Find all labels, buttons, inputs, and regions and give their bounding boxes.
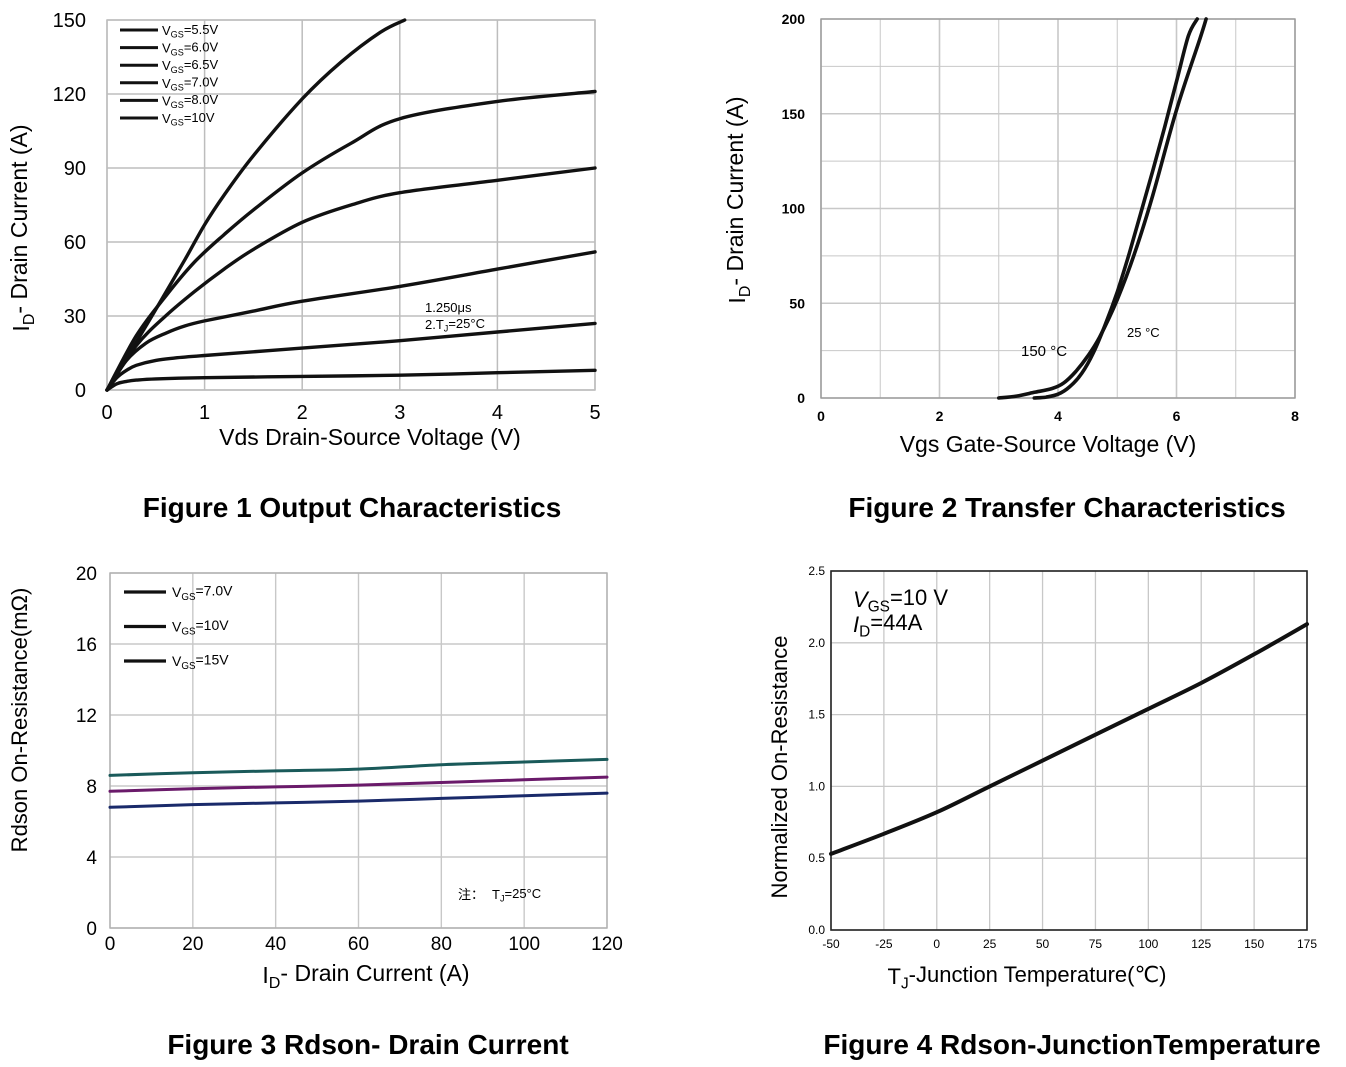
fig2-ytick-label: 50	[789, 295, 805, 311]
fig2-xtick-label: 8	[1291, 408, 1299, 424]
fig1-xtick-label: 4	[492, 402, 503, 424]
fig4-ytick-label: 1.5	[808, 708, 825, 722]
fig2-xtick-label: 4	[1054, 408, 1062, 424]
fig3-xtick-label: 120	[591, 934, 623, 955]
fig2-ytick-label: 0	[797, 390, 805, 406]
fig1-ytick-label: 60	[64, 232, 86, 254]
fig3-legend-label: VGS=7.0V	[172, 583, 233, 603]
fig1-legend-label: VGS=8.0V	[162, 92, 218, 110]
fig4-xtick-label: 25	[983, 937, 997, 951]
fig4-ytick-label: 1.0	[808, 779, 825, 793]
fig3-xtick-label: 60	[348, 934, 369, 955]
fig1-xtick-label: 0	[101, 402, 112, 424]
series-line-2	[105, 321, 597, 392]
fig1-chart: 0 1 2 3 4 5 0 30 60 90 120 150 Vds Drain-Source Volt…	[6, 10, 601, 450]
series-line-1	[108, 791, 609, 809]
fig4-xtick-label: 50	[1036, 937, 1050, 951]
fig3-caption: Figure 3 Rdson- Drain Current	[167, 1029, 569, 1060]
fig3-xtick-label: 100	[508, 934, 540, 955]
fig3-annotation-temp: TJ=25°C	[492, 886, 541, 904]
fig3-xlabel: ID- Drain Current (A)	[262, 960, 469, 992]
series-line-6	[105, 18, 407, 392]
fig2-ytick-label: 100	[782, 201, 806, 217]
fig1-caption: Figure 1 Output Characteristics	[142, 492, 562, 523]
fig4-xtick-label: -50	[822, 937, 840, 951]
fig2-xtick-label: 0	[817, 408, 825, 424]
fig1-ytick-label: 150	[53, 10, 86, 32]
fig3-ytick-label: 20	[76, 564, 97, 585]
fig1-xtick-label: 1	[199, 402, 210, 424]
fig1-legend-label: VGS=7.0V	[162, 75, 218, 93]
fig3-ytick-label: 8	[86, 777, 97, 798]
fig3-frame	[109, 572, 608, 929]
fig1-xtick-label: 2	[297, 402, 308, 424]
fig4-chart: -50 -25 0 25 50 75 100 125 150 175 0.0 0.5 1.0 1.5 2.0…	[767, 564, 1317, 993]
fig3-chart: 0 20 40 60 80 100 120 0 4 8 12 16 20 ID- Drain Curren…	[7, 564, 623, 992]
fig4-ylabel: Normalized On-Resistance	[767, 636, 792, 899]
fig4-xlabel: TJ-Junction Temperature(℃)	[887, 962, 1166, 993]
fig2-ylabel: ID- Drain Current (A)	[722, 96, 754, 303]
fig3-legend-label: VGS=10V	[172, 617, 229, 637]
fig2-label-150c: 150 °C	[1021, 343, 1067, 360]
fig1-legend-label: VGS=6.0V	[162, 39, 218, 57]
fig1-legend-label: VGS=5.5V	[162, 22, 218, 40]
fig3-xtick-label: 0	[105, 934, 116, 955]
fig1-annotation-pulse: 1.250μs	[425, 300, 472, 315]
fig3-ytick-label: 16	[76, 635, 97, 656]
fig2-xtick-label: 2	[936, 408, 944, 424]
fig2-frame	[820, 18, 1296, 399]
fig1-legend-label: VGS=6.5V	[162, 57, 218, 75]
series-line-3	[105, 250, 597, 392]
fig2-chart: 0 2 4 6 8 0 50 100 150 200 Vgs Gate-Source Voltage…	[722, 11, 1299, 457]
fig4-annotation-vgs: VGS=10 V	[853, 585, 948, 616]
fig3-xtick-label: 20	[182, 934, 203, 955]
fig1-ytick-label: 120	[53, 84, 86, 106]
fig4-caption: Figure 4 Rdson-JunctionTemperature	[823, 1029, 1321, 1060]
fig1-legend-label: VGS=10V	[162, 110, 215, 128]
fig4-xtick-label: 150	[1244, 937, 1264, 951]
fig3-legend-label: VGS=15V	[172, 652, 229, 672]
series-line-3	[108, 757, 609, 777]
fig3-annotation-prefix: 注：	[458, 887, 484, 902]
fig4-frame	[830, 570, 1308, 931]
fig4-ytick-label: 2.5	[808, 564, 825, 578]
fig4-xtick-label: 100	[1138, 937, 1158, 951]
fig4-xtick-label: 175	[1297, 937, 1317, 951]
fig2-ytick-label: 200	[782, 11, 806, 27]
fig4-annotation-id: ID=44A	[853, 610, 923, 641]
fig1-annotation-temp: 2.TJ=25°C	[425, 316, 485, 334]
fig1-ytick-label: 0	[75, 380, 86, 402]
fig3-ytick-label: 12	[76, 706, 97, 727]
fig3-ytick-label: 0	[86, 919, 97, 940]
fig4-ytick-label: 0.5	[808, 851, 825, 865]
fig2-xlabel: Vgs Gate-Source Voltage (V)	[900, 431, 1197, 457]
fig1-ylabel: ID- Drain Current (A)	[6, 124, 38, 331]
fig2-ytick-label: 150	[782, 106, 806, 122]
fig1-ytick-label: 90	[64, 158, 86, 180]
fig3-xtick-label: 40	[265, 934, 286, 955]
fig1-frame	[106, 19, 596, 391]
fig4-xtick-label: 0	[933, 937, 940, 951]
fig4-ytick-label: 2.0	[808, 636, 825, 650]
fig3-ylabel: Rdson On-Resistance(mΩ)	[7, 588, 32, 853]
fig4-xtick-label: -25	[875, 937, 893, 951]
fig4-xtick-label: 75	[1089, 937, 1103, 951]
series-line-1	[829, 622, 1309, 856]
fig2-xtick-label: 6	[1173, 408, 1181, 424]
fig4-xtick-label: 125	[1191, 937, 1211, 951]
fig2-caption: Figure 2 Transfer Characteristics	[848, 492, 1286, 523]
series-line-2	[108, 775, 609, 793]
fig1-xlabel: Vds Drain-Source Voltage (V)	[219, 424, 521, 450]
series-line-2	[1032, 17, 1199, 400]
series-line-1	[105, 368, 597, 392]
fig3-xtick-label: 80	[431, 934, 452, 955]
fig1-xtick-label: 5	[589, 402, 600, 424]
fig2-label-25c: 25 °C	[1127, 325, 1160, 340]
fig1-xtick-label: 3	[394, 402, 405, 424]
series-line-4	[105, 166, 597, 392]
fig3-ytick-label: 4	[86, 848, 97, 869]
fig4-ytick-label: 0.0	[808, 923, 825, 937]
fig1-ytick-label: 30	[64, 306, 86, 328]
